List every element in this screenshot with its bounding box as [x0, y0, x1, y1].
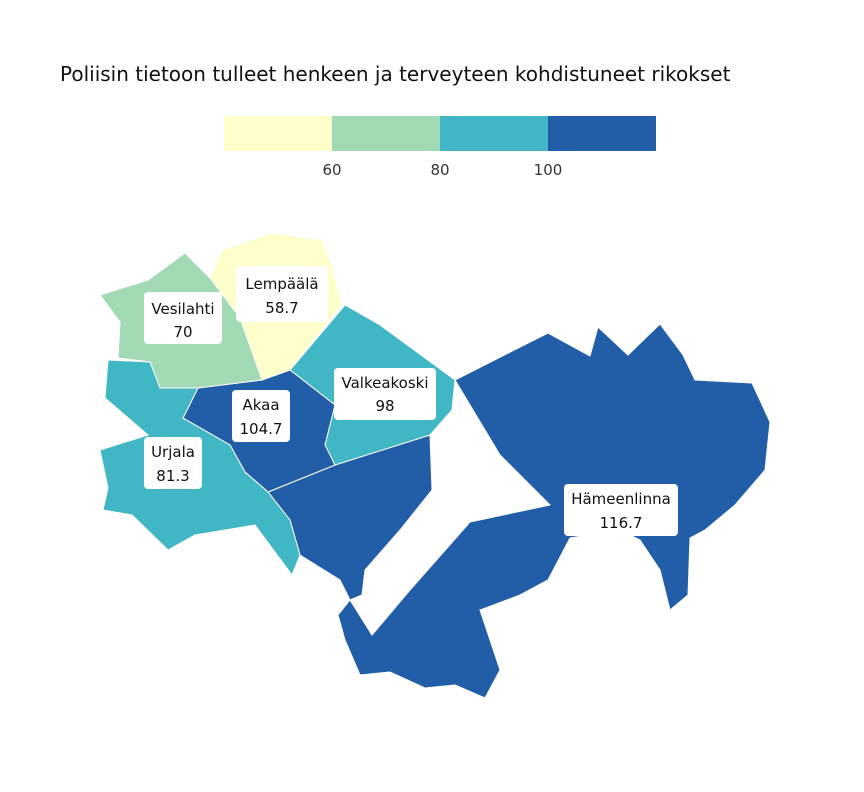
legend-bin-2 — [332, 116, 440, 151]
label-vesilahti-name: Vesilahti — [151, 300, 214, 318]
label-vesilahti-value: 70 — [173, 323, 192, 341]
label-akaa-value: 104.7 — [240, 420, 283, 438]
legend-bin-1 — [224, 116, 332, 151]
label-lempaala: Lempäälä 58.7 — [236, 266, 328, 322]
label-vesilahti: Vesilahti 70 — [144, 292, 222, 344]
map-title: Poliisin tietoon tulleet henkeen ja terv… — [60, 62, 731, 86]
label-urjala: Urjala 81.3 — [144, 437, 202, 489]
label-lempaala-value: 58.7 — [265, 299, 298, 317]
label-hameenlinna-value: 116.7 — [600, 514, 643, 532]
legend-tick-100: 100 — [534, 161, 563, 179]
label-valkeakoski-name: Valkeakoski — [341, 374, 428, 392]
label-valkeakoski-value: 98 — [375, 397, 394, 415]
label-akaa-name: Akaa — [242, 396, 279, 414]
legend-tick-60: 60 — [322, 161, 341, 179]
legend-bin-4 — [548, 116, 656, 151]
label-urjala-value: 81.3 — [156, 467, 189, 485]
label-lempaala-name: Lempäälä — [245, 275, 318, 293]
label-hameenlinna: Hämeenlinna 116.7 — [564, 484, 678, 536]
label-akaa: Akaa 104.7 — [232, 390, 290, 442]
legend-bin-3 — [440, 116, 548, 151]
legend-tick-80: 80 — [430, 161, 449, 179]
label-urjala-name: Urjala — [151, 443, 195, 461]
region-labels: Lempäälä 58.7 Vesilahti 70 Valkeakoski 9… — [144, 266, 678, 536]
legend: 60 80 100 — [224, 116, 656, 179]
label-valkeakoski: Valkeakoski 98 — [334, 368, 436, 420]
label-hameenlinna-name: Hämeenlinna — [571, 490, 671, 508]
